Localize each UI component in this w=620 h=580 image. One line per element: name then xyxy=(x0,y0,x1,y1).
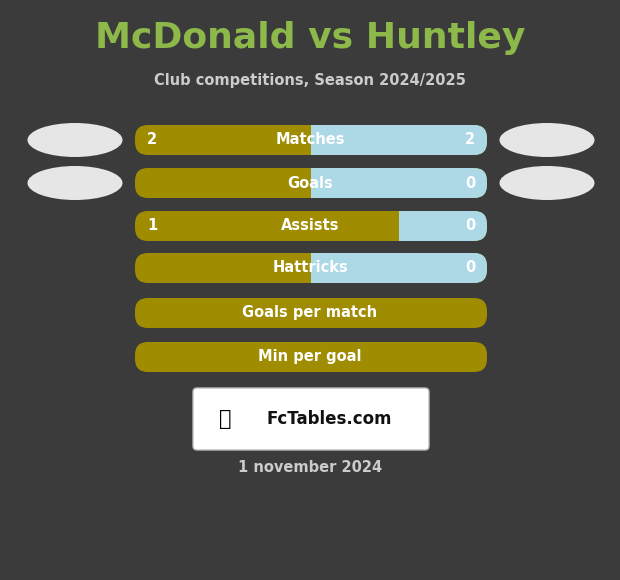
FancyBboxPatch shape xyxy=(135,253,487,283)
Bar xyxy=(311,253,324,283)
Text: FcTables.com: FcTables.com xyxy=(266,410,392,428)
FancyBboxPatch shape xyxy=(135,211,487,241)
FancyBboxPatch shape xyxy=(193,388,429,450)
Text: Hattricks: Hattricks xyxy=(272,260,348,276)
Text: 2: 2 xyxy=(147,132,157,147)
Text: McDonald vs Huntley: McDonald vs Huntley xyxy=(95,21,525,55)
Ellipse shape xyxy=(27,123,123,157)
Text: Goals: Goals xyxy=(287,176,333,190)
FancyBboxPatch shape xyxy=(399,211,487,241)
Text: 0: 0 xyxy=(465,260,475,276)
Bar xyxy=(311,168,324,198)
Ellipse shape xyxy=(500,123,595,157)
FancyBboxPatch shape xyxy=(135,298,487,328)
Text: 0: 0 xyxy=(465,176,475,190)
Text: Assists: Assists xyxy=(281,219,339,234)
Ellipse shape xyxy=(27,166,123,200)
Text: 0: 0 xyxy=(465,219,475,234)
FancyBboxPatch shape xyxy=(135,168,487,198)
FancyBboxPatch shape xyxy=(135,125,487,155)
FancyBboxPatch shape xyxy=(311,125,487,155)
Text: 1 november 2024: 1 november 2024 xyxy=(238,461,382,476)
Bar xyxy=(311,125,324,155)
Text: 📊: 📊 xyxy=(219,409,231,429)
Text: 1: 1 xyxy=(147,219,157,234)
FancyBboxPatch shape xyxy=(311,253,487,283)
Bar xyxy=(399,211,412,241)
Text: 2: 2 xyxy=(465,132,475,147)
FancyBboxPatch shape xyxy=(311,168,487,198)
Text: Matches: Matches xyxy=(275,132,345,147)
Text: Club competitions, Season 2024/2025: Club competitions, Season 2024/2025 xyxy=(154,72,466,88)
Text: Min per goal: Min per goal xyxy=(259,350,361,364)
Ellipse shape xyxy=(500,166,595,200)
FancyBboxPatch shape xyxy=(135,342,487,372)
Text: Goals per match: Goals per match xyxy=(242,306,378,321)
